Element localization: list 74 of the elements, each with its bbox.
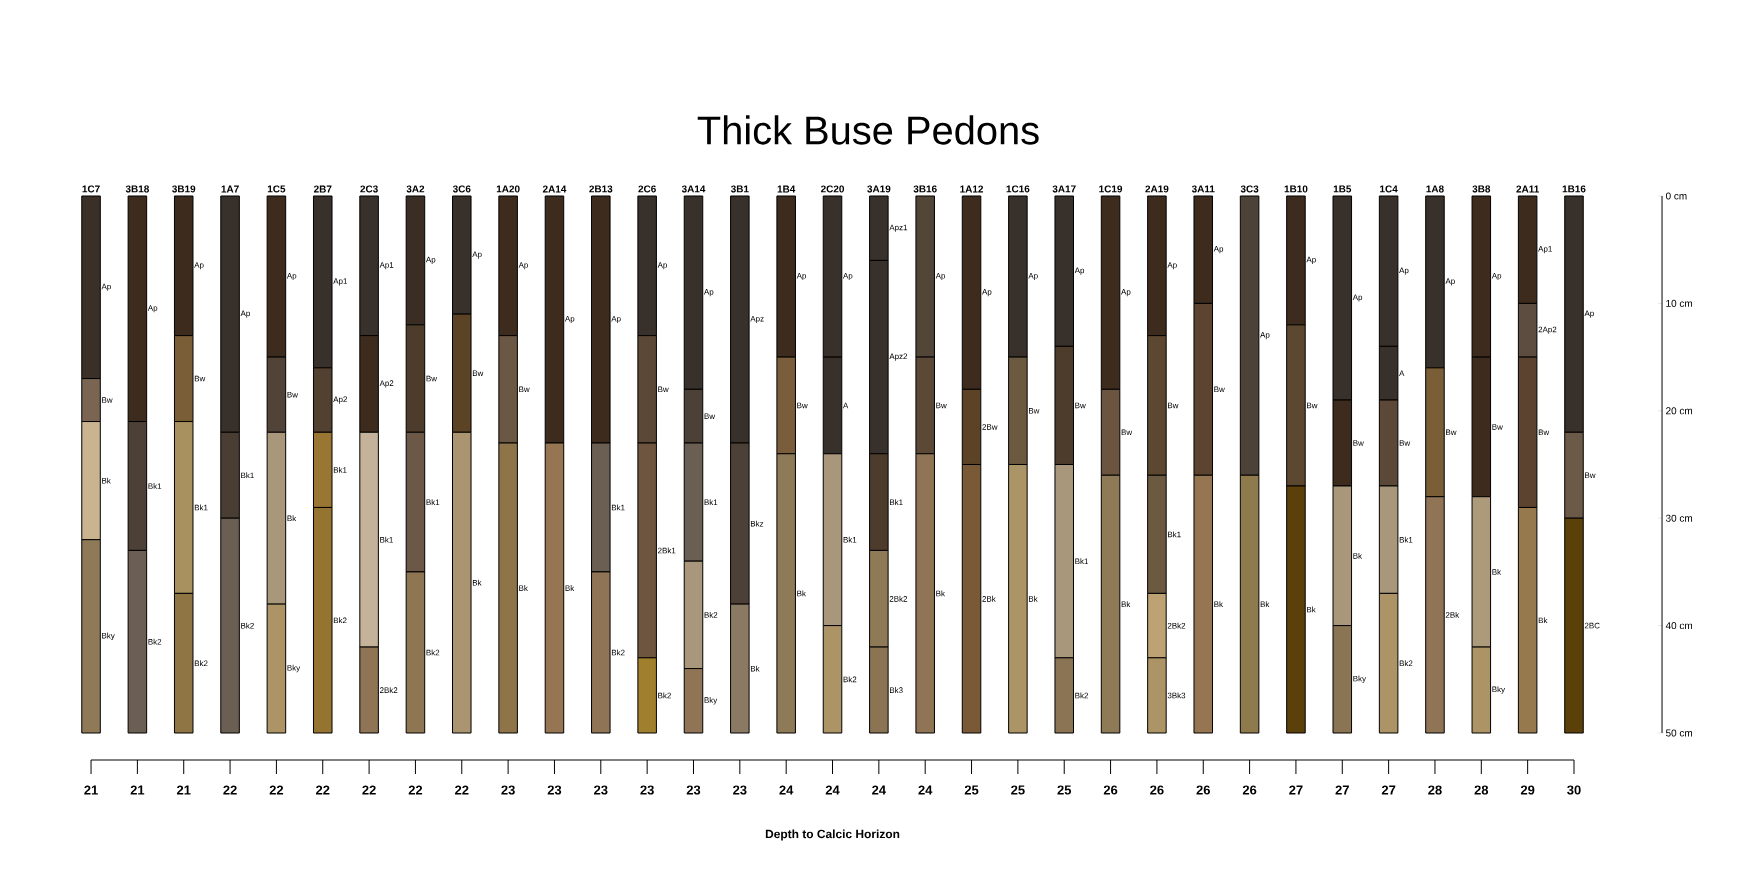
annotation: 27 [1289,785,1303,795]
x-tick-label: 1A7 [221,185,239,193]
x-tick-label: 2A14 [542,185,567,193]
annotation: 28 [1428,785,1442,795]
x-tick-label: 3B19 [172,185,196,193]
x-tick-label: 2A11 [1516,185,1539,193]
annotation: 30 [1567,785,1581,795]
x-tick-label: 3A19 [867,185,891,193]
annotation: 23 [594,785,608,795]
x-tick-label: 1B10 [1284,185,1308,193]
annotation: 24 [779,785,794,795]
annotation: 24 [825,785,840,795]
x-tick-label: 1C7 [82,185,100,193]
x-tick-label: 1A20 [496,185,520,193]
x-tick-label: 1A8 [1426,185,1444,193]
annotation: 25 [1011,785,1025,795]
x-tick-label: 1C4 [1380,185,1398,193]
annotation: 23 [547,785,562,795]
x-tick-label: 3C6 [452,185,471,193]
x-tick-label: 2B7 [313,185,332,193]
x-tick-label: 1C5 [267,185,286,193]
x-tick-label: 2C6 [638,185,656,193]
y-tick-label: 20 cm [1666,407,1693,415]
y-tick-label: 0 cm [1665,192,1687,200]
x-tick-label: 3A2 [406,185,425,193]
y-tick-label: 10 cm [1666,299,1693,307]
y-tick-label: 50 cm [1665,729,1693,737]
annotation: 23 [733,785,747,795]
annotation: 24 [872,785,886,795]
annotation: 26 [1242,785,1257,795]
x-tick-label: 3A17 [1052,185,1076,193]
chart-title: Thick Buse Pedons [697,115,1039,145]
annotation: 23 [640,785,654,795]
x-tick-label: 2B13 [589,185,613,193]
annotation: 22 [408,785,423,795]
x-tick-label: 3B8 [1472,185,1491,193]
x-tick-label: 3A14 [681,185,706,193]
text: Depth to Calcic Horizon [765,829,900,841]
annotation: 23 [501,785,515,795]
x-tick-label: 2C20 [820,185,845,193]
annotation: 22 [362,785,376,795]
annotation: 24 [918,785,933,795]
x-tick-label: 3A11 [1191,185,1215,193]
annotation: 22 [269,785,284,795]
y-tick-label: 40 cm [1665,622,1693,630]
annotation: 26 [1150,785,1164,795]
x-tick-label: 1B4 [777,185,796,193]
annotation: 21 [84,785,98,795]
x-tick-label: 1C16 [1006,185,1030,193]
y-tick-label: 30 cm [1665,514,1693,522]
x-tick-label: 1A12 [960,185,984,193]
annotation: 26 [1103,785,1118,795]
annotation: 29 [1520,785,1535,795]
x-tick-label: 1B16 [1562,185,1586,193]
x-tick-label: 1C19 [1099,185,1123,193]
annotation: 21 [176,785,191,795]
x-tick-label: 3C3 [1240,185,1259,193]
annotation: 22 [316,785,330,795]
x-tick-label: 3B18 [125,185,149,193]
x-tick-label: 3B1 [730,185,749,193]
annotation: 22 [223,785,237,795]
annotation: 26 [1196,785,1210,795]
annotation: 23 [686,785,701,795]
x-tick-label: 1B5 [1333,185,1352,193]
annotation: 25 [964,785,979,795]
annotation: 27 [1335,785,1349,795]
x-tick-label: 3B16 [913,185,937,193]
annotation: 27 [1381,785,1396,795]
x-tick-label: 2A19 [1145,185,1169,193]
annotation: 22 [455,785,469,795]
annotation: 25 [1057,785,1072,795]
annotation: 28 [1474,785,1489,795]
annotation: 21 [130,785,145,795]
x-tick-label: 2C3 [360,185,378,193]
